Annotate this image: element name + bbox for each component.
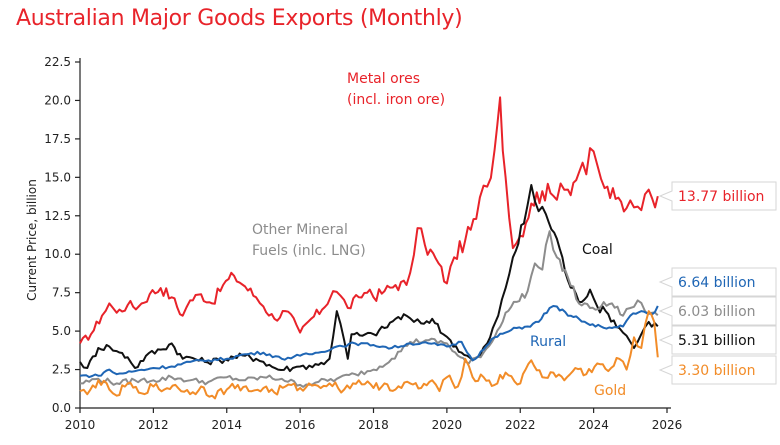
series-annotation: Fuels (inlc. LNG)	[252, 243, 366, 259]
annotations-layer: Metal ores (incl. iron ore) Other Mineral F…	[252, 71, 626, 399]
series-line-gold	[79, 310, 659, 400]
callout-box	[658, 296, 777, 326]
series-annotation: Metal ores	[347, 71, 420, 87]
callout-box	[658, 325, 777, 355]
end-value-label: 6.03 billion	[678, 304, 756, 320]
y-tick-label: 22.5	[44, 55, 71, 69]
x-tick-label: 2022	[505, 418, 536, 432]
series-annotation: Rural	[530, 334, 566, 350]
end-value-callout: 13.77 billion	[658, 181, 777, 211]
end-value-callout: 5.31 billion	[658, 325, 777, 355]
series-line-rural	[79, 305, 659, 379]
callout-box	[658, 355, 777, 385]
end-value-callout: 3.30 billion	[658, 355, 777, 385]
end-value-callout: 6.03 billion	[658, 296, 777, 326]
end-value-label: 13.77 billion	[678, 189, 764, 205]
series-layer	[79, 96, 659, 400]
end-value-callout: 6.64 billion	[658, 267, 777, 297]
end-value-callouts: 13.77 billion 6.64 billion 6.03 billion 5.3…	[658, 181, 777, 385]
x-tick-label: 2012	[138, 418, 169, 432]
x-tick-label: 2014	[211, 418, 242, 432]
series-line-coal	[79, 184, 659, 373]
y-tick-label: 15.0	[44, 170, 71, 184]
series-annotation: Gold	[594, 383, 626, 399]
y-tick-label: 7.5	[52, 286, 71, 300]
callout-box	[658, 267, 777, 297]
series-annotation: Other Mineral	[252, 222, 348, 238]
end-value-label: 3.30 billion	[678, 363, 756, 379]
x-tick-label: 2026	[652, 418, 683, 432]
y-tick-label: 5.0	[52, 324, 71, 338]
series-annotation: Coal	[582, 242, 613, 258]
end-value-label: 6.64 billion	[678, 275, 756, 291]
y-tick-label: 2.5	[52, 363, 71, 377]
series-line-metal	[79, 96, 659, 344]
axes: 0.0 2.5 5.0 7.5 10.0 12.5 15.0 17.5 20.0 22.5 2010…	[25, 55, 682, 432]
y-tick-label: 12.5	[44, 209, 71, 223]
series-line-other	[80, 230, 659, 388]
x-tick-label: 2010	[65, 418, 96, 432]
series-annotation: (incl. iron ore)	[347, 92, 445, 108]
x-tick-label: 2016	[285, 418, 316, 432]
x-tick-label: 2024	[578, 418, 609, 432]
end-value-label: 5.31 billion	[678, 333, 756, 349]
y-tick-label: 17.5	[44, 132, 71, 146]
chart-title: Australian Major Goods Exports (Monthly)	[16, 6, 463, 31]
y-axis-label: Current Price, billion	[25, 179, 39, 301]
y-tick-label: 20.0	[44, 93, 71, 107]
y-tick-label: 10.0	[44, 247, 71, 261]
callout-box	[658, 181, 777, 211]
x-tick-label: 2018	[358, 418, 389, 432]
y-tick-label: 0.0	[52, 401, 71, 415]
x-tick-label: 2020	[432, 418, 463, 432]
